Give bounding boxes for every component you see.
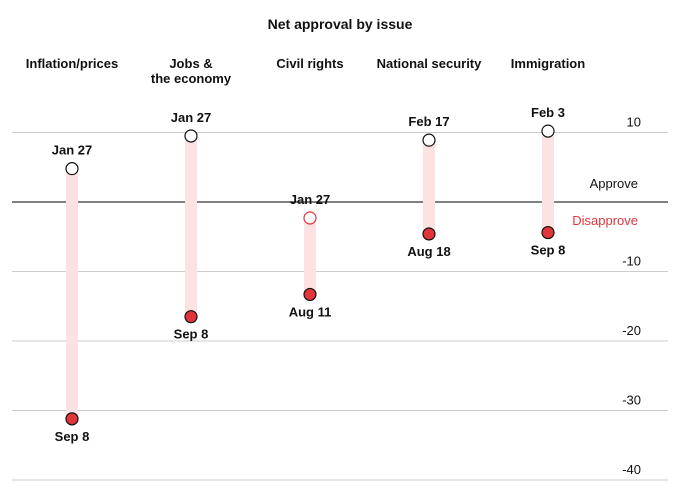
end-dot	[184, 310, 198, 324]
end-date-label: Sep 8	[531, 243, 566, 258]
end-date-label: Sep 8	[174, 327, 209, 342]
y-tick-label: -10	[622, 254, 641, 269]
category-label: Inflation/prices	[26, 56, 118, 71]
start-dot	[65, 162, 79, 176]
end-dot	[422, 227, 436, 241]
category-label-line: Civil rights	[276, 56, 343, 71]
disapprove-label: Disapprove	[572, 213, 638, 228]
category-label: Jobs & the economy	[151, 56, 232, 86]
y-tick-label: 10	[627, 115, 641, 130]
category-label-line: Jobs &	[169, 56, 212, 71]
end-date-label: Aug 18	[407, 244, 450, 259]
start-date-label: Jan 27	[171, 110, 211, 125]
end-date-label: Sep 8	[55, 429, 90, 444]
approve-label: Approve	[590, 176, 638, 191]
end-dot	[65, 412, 79, 426]
end-date-label: Aug 11	[289, 304, 332, 319]
y-tick-label: -30	[622, 393, 641, 408]
end-dot	[541, 225, 555, 240]
start-date-label: Feb 17	[408, 114, 449, 129]
y-tick-label: -20	[622, 323, 641, 338]
range-bar	[185, 135, 197, 317]
category-label: National security	[377, 56, 483, 71]
range-bar	[542, 131, 554, 233]
range-bar	[66, 168, 78, 419]
start-date-label: Jan 27	[52, 143, 92, 158]
start-date-label: Feb 3	[531, 105, 565, 120]
start-dot	[541, 124, 555, 138]
start-date-label: Jan 27	[290, 192, 330, 207]
category-label-line: Inflation/prices	[26, 56, 118, 71]
start-dot	[303, 211, 317, 225]
category-label-line: Immigration	[511, 56, 585, 71]
category-label-line: National security	[377, 56, 483, 71]
category-label: Civil rights	[276, 56, 343, 71]
category-label-line: the economy	[151, 71, 232, 86]
y-tick-label: -40	[622, 462, 641, 477]
start-dot	[422, 133, 436, 147]
range-bar	[423, 140, 435, 234]
range-bar	[304, 217, 316, 295]
end-dot	[303, 287, 317, 302]
chart-title: Net approval by issue	[267, 16, 413, 32]
category-label: Immigration	[511, 56, 585, 71]
start-dot	[184, 129, 198, 143]
